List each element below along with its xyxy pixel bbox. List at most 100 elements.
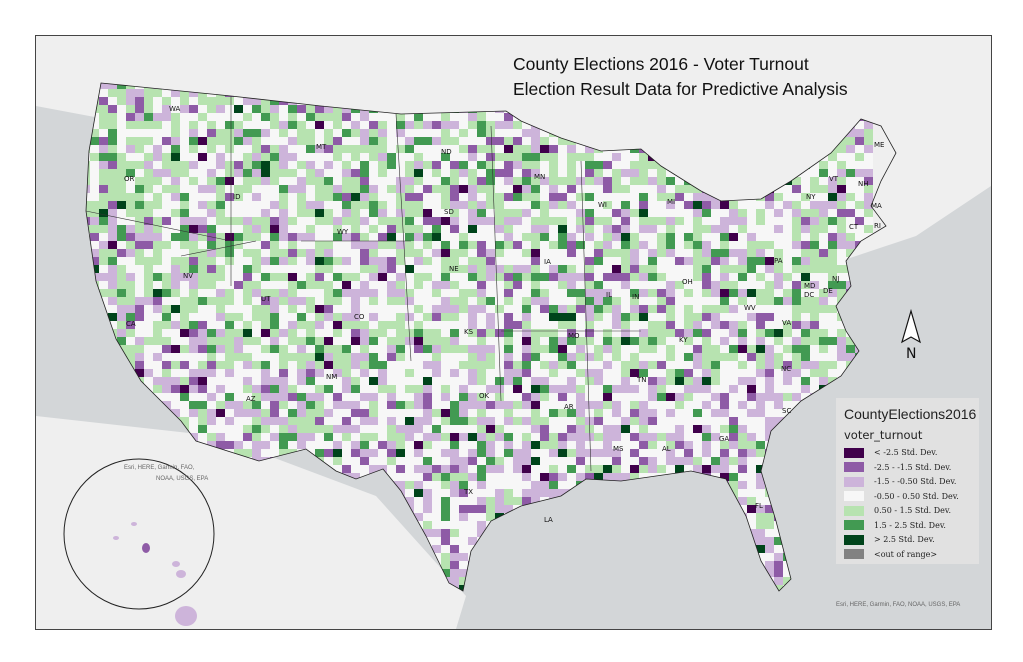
county[interactable] (297, 385, 306, 393)
county[interactable] (540, 153, 549, 161)
county[interactable] (243, 425, 252, 433)
county[interactable] (513, 577, 522, 585)
county[interactable] (531, 185, 540, 193)
county[interactable] (711, 545, 720, 553)
county[interactable] (306, 273, 315, 281)
county[interactable] (180, 257, 189, 265)
county[interactable] (180, 265, 189, 273)
county[interactable] (666, 521, 675, 529)
county[interactable] (603, 473, 612, 481)
county[interactable] (342, 305, 351, 313)
county[interactable] (441, 337, 450, 345)
county[interactable] (567, 529, 576, 537)
county[interactable] (252, 145, 261, 153)
county[interactable] (513, 441, 522, 449)
county[interactable] (504, 505, 513, 513)
county[interactable] (252, 297, 261, 305)
county[interactable] (369, 417, 378, 425)
county[interactable] (639, 289, 648, 297)
county[interactable] (558, 369, 567, 377)
county[interactable] (378, 457, 387, 465)
county[interactable] (225, 177, 234, 185)
county[interactable] (234, 249, 243, 257)
county[interactable] (729, 345, 738, 353)
county[interactable] (432, 537, 441, 545)
county[interactable] (684, 417, 693, 425)
county[interactable] (720, 377, 729, 385)
county[interactable] (720, 513, 729, 521)
county[interactable] (522, 289, 531, 297)
county[interactable] (450, 329, 459, 337)
county[interactable] (252, 385, 261, 393)
county[interactable] (720, 353, 729, 361)
county[interactable] (612, 433, 621, 441)
county[interactable] (585, 177, 594, 185)
county[interactable] (432, 177, 441, 185)
county[interactable] (522, 241, 531, 249)
county[interactable] (630, 577, 639, 585)
county[interactable] (450, 553, 459, 561)
county[interactable] (702, 385, 711, 393)
county[interactable] (369, 465, 378, 473)
county[interactable] (432, 329, 441, 337)
county[interactable] (180, 105, 189, 113)
county[interactable] (549, 409, 558, 417)
county[interactable] (360, 377, 369, 385)
county[interactable] (225, 153, 234, 161)
county[interactable] (720, 409, 729, 417)
county[interactable] (243, 377, 252, 385)
county[interactable] (468, 225, 477, 233)
county[interactable] (414, 385, 423, 393)
county[interactable] (639, 409, 648, 417)
county[interactable] (369, 265, 378, 273)
county[interactable] (378, 121, 387, 129)
county[interactable] (261, 137, 270, 145)
county[interactable] (639, 481, 648, 489)
county[interactable] (234, 137, 243, 145)
county[interactable] (360, 265, 369, 273)
county[interactable] (189, 281, 198, 289)
county[interactable] (549, 481, 558, 489)
county[interactable] (252, 353, 261, 361)
county[interactable] (693, 393, 702, 401)
county[interactable] (279, 425, 288, 433)
county[interactable] (648, 393, 657, 401)
county[interactable] (180, 145, 189, 153)
county[interactable] (522, 185, 531, 193)
county[interactable] (576, 449, 585, 457)
county[interactable] (144, 289, 153, 297)
county[interactable] (405, 489, 414, 497)
county[interactable] (702, 297, 711, 305)
county[interactable] (576, 217, 585, 225)
county[interactable] (297, 361, 306, 369)
county[interactable] (639, 313, 648, 321)
county[interactable] (270, 185, 279, 193)
county[interactable] (495, 265, 504, 273)
county[interactable] (414, 153, 423, 161)
county[interactable] (648, 249, 657, 257)
county[interactable] (621, 393, 630, 401)
county[interactable] (702, 193, 711, 201)
county[interactable] (657, 473, 666, 481)
county[interactable] (657, 193, 666, 201)
county[interactable] (297, 105, 306, 113)
county[interactable] (630, 385, 639, 393)
county[interactable] (423, 521, 432, 529)
county[interactable] (423, 217, 432, 225)
county[interactable] (567, 313, 576, 321)
county[interactable] (711, 593, 720, 601)
county[interactable] (666, 569, 675, 577)
county[interactable] (594, 249, 603, 257)
county[interactable] (765, 369, 774, 377)
county[interactable] (360, 329, 369, 337)
county[interactable] (297, 393, 306, 401)
county[interactable] (765, 441, 774, 449)
county[interactable] (450, 241, 459, 249)
county[interactable] (198, 129, 207, 137)
county[interactable] (108, 185, 117, 193)
county[interactable] (387, 273, 396, 281)
county[interactable] (603, 433, 612, 441)
county[interactable] (387, 129, 396, 137)
county[interactable] (495, 481, 504, 489)
county[interactable] (657, 561, 666, 569)
